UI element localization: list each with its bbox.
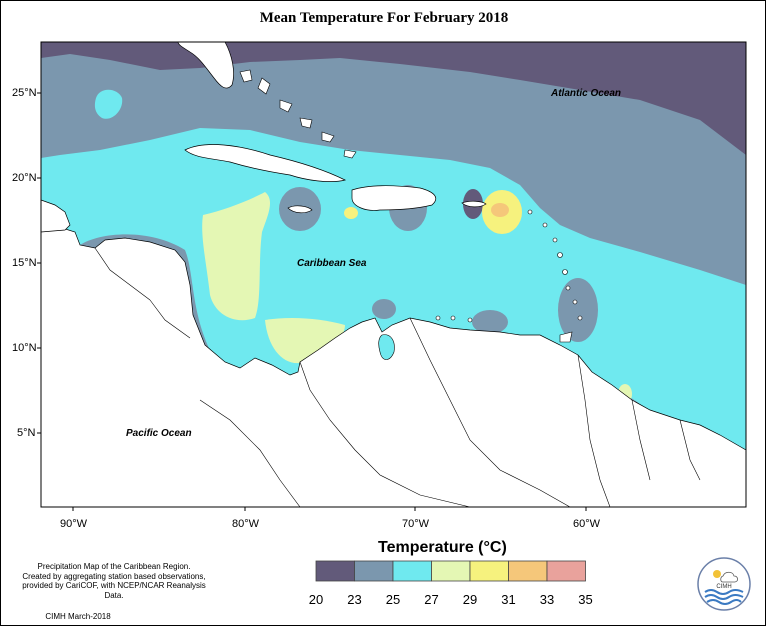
land-yucatan (41, 199, 71, 233)
country-borders (94, 247, 701, 507)
logo-text: CIMH (716, 584, 731, 590)
legend-swatch (354, 560, 394, 582)
footnote-credit: CIMH March-2018 (45, 612, 111, 621)
lat-label-25n: 25°N (12, 87, 37, 99)
legend-value-label: 29 (462, 592, 478, 607)
legend-value-label: 35 (578, 592, 593, 607)
band-23-25-lesser-antilles (558, 278, 598, 342)
legend-value-label: 27 (424, 592, 439, 607)
map-border (40, 41, 747, 508)
legend-value-label: 23 (347, 592, 362, 607)
lon-label-70w: 70°W (402, 518, 430, 530)
band-20-23-north (41, 42, 746, 155)
band-23-25-venezuela-coast (472, 310, 508, 334)
lon-label-90w: 90°W (60, 518, 88, 530)
label-pacific-ocean: Pacific Ocean (126, 428, 192, 439)
legend-value-label: 20 (308, 592, 324, 607)
band-31-33-virgin-islands (491, 203, 509, 217)
band-29-31-haiti (344, 207, 358, 219)
legend-value-label: 25 (385, 592, 401, 607)
band-27-29-west (202, 192, 271, 321)
land-florida (177, 42, 234, 89)
legend-swatch (315, 560, 355, 582)
land-hispaniola (351, 185, 437, 211)
legend-swatch (392, 560, 432, 582)
legend-swatch (469, 560, 509, 582)
land-bahamas (239, 69, 357, 159)
land-cuba (184, 144, 346, 182)
footnote-line-2: Created by aggregating station based obs… (22, 571, 206, 581)
land-lesser-antilles (435, 209, 583, 343)
band-27-29-south (265, 317, 345, 364)
lon-label-80w: 80°W (232, 518, 260, 530)
band-23-25-north (41, 42, 746, 285)
label-caribbean-sea: Caribbean Sea (297, 258, 367, 269)
legend-colorbar (315, 560, 586, 582)
land-lake-maracaibo (378, 334, 395, 360)
lon-label-60w: 60°W (573, 518, 601, 530)
lat-label-5n: 5°N (17, 427, 36, 439)
footnote-line-3: provided by CariCOF, with NCEP/NCAR Rean… (22, 581, 206, 600)
legend-swatch (546, 560, 586, 582)
land-jamaica (287, 205, 313, 214)
footnote-line-1: Precipitation Map of the Caribbean Regio… (37, 562, 191, 571)
band-25-27-blob (94, 89, 123, 119)
lat-label-10n: 10°N (12, 342, 37, 354)
map-title: Mean Temperature For February 2018 (259, 10, 509, 26)
legend-title: Temperature (°C) (378, 539, 507, 556)
lat-label-15n: 15°N (12, 257, 37, 269)
label-atlantic-ocean: Atlantic Ocean (551, 88, 622, 99)
legend-swatch (508, 560, 548, 582)
footnote: Precipitation Map of the Caribbean Regio… (14, 562, 214, 600)
axis-ticks (37, 92, 587, 511)
legend-value-label: 33 (539, 592, 555, 607)
legend-value-label: 31 (501, 592, 516, 607)
lat-label-20n: 20°N (12, 172, 37, 184)
land-puerto-rico (461, 200, 487, 208)
land-central-south-america (41, 214, 746, 507)
band-23-25-guajira (372, 299, 396, 319)
legend-swatch (431, 560, 471, 582)
cimh-logo: CIMH (697, 557, 751, 611)
